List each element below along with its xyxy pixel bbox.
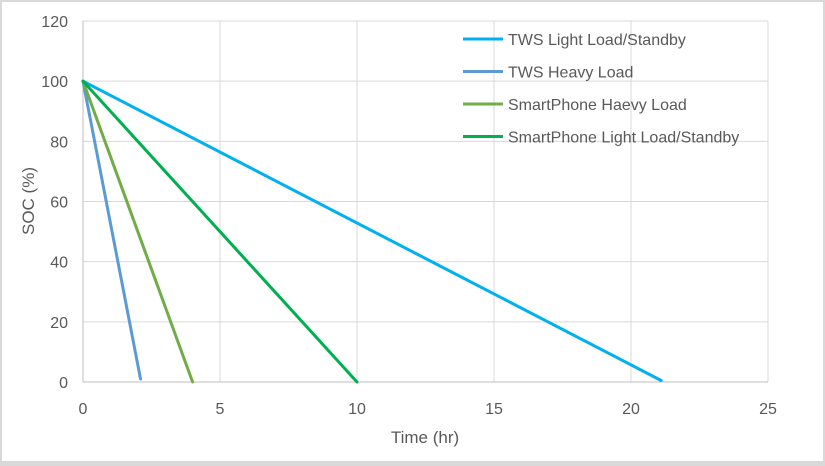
- gridlines: [83, 20, 769, 382]
- x-tick-label: 10: [348, 401, 366, 418]
- x-tick-label: 20: [622, 401, 640, 418]
- legend-label: TWS Light Load/Standby: [508, 32, 686, 49]
- series-line: [81, 79, 195, 384]
- legend-label: SmartPhone Light Load/Standby: [508, 130, 739, 147]
- legend-label: TWS Heavy Load: [508, 65, 633, 82]
- legend-item: SmartPhone Light Load/Standby: [463, 130, 739, 147]
- series-line: [81, 79, 663, 382]
- y-tick-label: 60: [50, 195, 68, 212]
- data-series: [81, 79, 663, 384]
- y-tick-label: 0: [59, 375, 68, 392]
- legend-label: SmartPhone Haevy Load: [508, 97, 687, 114]
- x-axis-title: Time (hr): [391, 428, 459, 447]
- tick-labels: 0 20 40 60 80 100 120 0 5 10 15 20 25: [41, 14, 777, 418]
- y-tick-label: 120: [41, 14, 68, 31]
- y-tick-label: 20: [50, 315, 68, 332]
- y-axis-title: SOC (%): [19, 167, 38, 235]
- y-tick-label: 100: [41, 74, 68, 91]
- series-line: [81, 79, 359, 384]
- x-tick-label: 5: [216, 401, 225, 418]
- x-tick-label: 25: [759, 401, 777, 418]
- legend: TWS Light Load/Standby TWS Heavy Load Smar…: [463, 32, 739, 147]
- y-tick-label: 80: [50, 134, 68, 151]
- x-tick-label: 15: [485, 401, 503, 418]
- y-tick-label: 40: [50, 255, 68, 272]
- legend-item: SmartPhone Haevy Load: [463, 97, 687, 114]
- series-line: [81, 79, 143, 381]
- legend-item: TWS Heavy Load: [463, 65, 633, 82]
- x-tick-label: 0: [79, 401, 88, 418]
- legend-item: TWS Light Load/Standby: [463, 32, 686, 49]
